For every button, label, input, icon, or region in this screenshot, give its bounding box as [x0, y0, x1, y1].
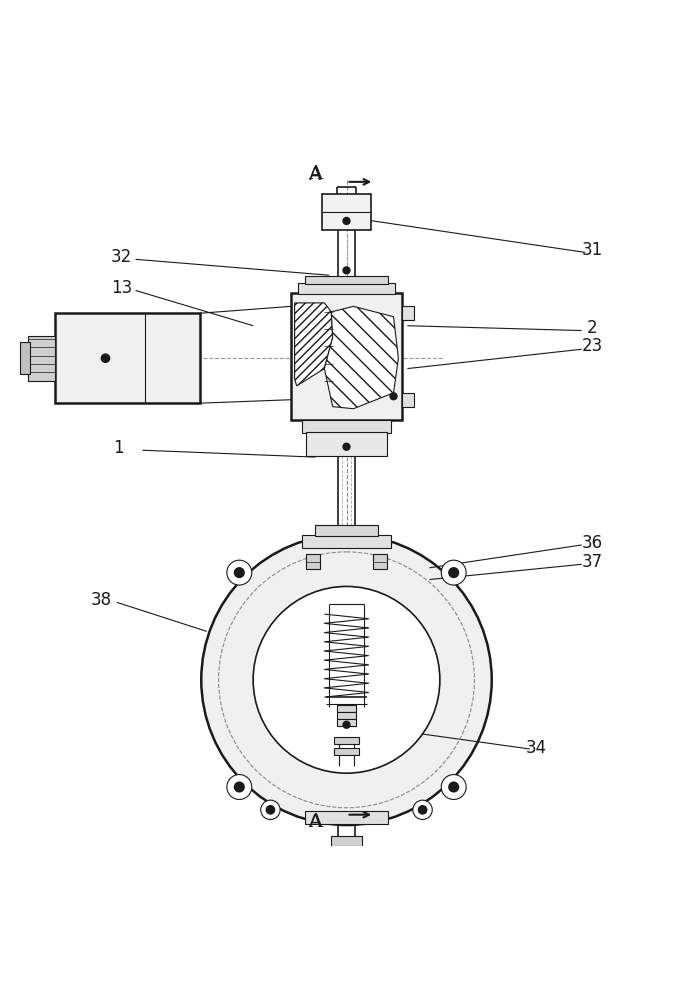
- Circle shape: [413, 800, 432, 820]
- Text: 37: 37: [581, 553, 603, 571]
- Bar: [337, 712, 356, 719]
- Bar: [373, 554, 387, 569]
- Circle shape: [227, 775, 252, 799]
- Circle shape: [343, 721, 350, 728]
- Text: 1: 1: [113, 439, 123, 457]
- Bar: [306, 554, 320, 569]
- Bar: [305, 276, 388, 284]
- Circle shape: [343, 267, 350, 274]
- Bar: [291, 293, 402, 420]
- Bar: [298, 283, 395, 294]
- Text: A: A: [309, 166, 322, 184]
- Text: A: A: [308, 813, 322, 831]
- Bar: [55, 313, 200, 403]
- Text: 36: 36: [581, 534, 603, 552]
- Circle shape: [261, 800, 280, 820]
- Text: A: A: [309, 813, 322, 831]
- Bar: [337, 719, 356, 726]
- Text: 13: 13: [111, 279, 132, 297]
- Circle shape: [449, 782, 459, 792]
- Text: 2: 2: [587, 319, 597, 337]
- Polygon shape: [295, 303, 333, 386]
- Text: A: A: [308, 165, 322, 183]
- Circle shape: [390, 393, 397, 400]
- Circle shape: [234, 568, 244, 577]
- Polygon shape: [324, 306, 398, 409]
- Circle shape: [234, 782, 244, 792]
- Bar: [20, 342, 30, 374]
- Bar: [315, 525, 378, 536]
- Bar: [402, 393, 414, 407]
- Text: 34: 34: [526, 739, 547, 757]
- Bar: [402, 306, 414, 320]
- Circle shape: [266, 806, 274, 814]
- Circle shape: [253, 586, 440, 773]
- Circle shape: [201, 535, 492, 825]
- Bar: [305, 811, 388, 824]
- Bar: [306, 432, 387, 456]
- Bar: [322, 194, 371, 230]
- Text: 32: 32: [111, 248, 132, 266]
- Circle shape: [419, 806, 427, 814]
- Text: 23: 23: [581, 337, 603, 355]
- Circle shape: [441, 560, 466, 585]
- Bar: [334, 748, 359, 755]
- Text: 31: 31: [581, 241, 603, 259]
- Circle shape: [227, 560, 252, 585]
- Bar: [337, 705, 356, 712]
- Text: 38: 38: [90, 591, 112, 609]
- Circle shape: [343, 217, 350, 224]
- Bar: [301, 420, 392, 433]
- Bar: [334, 737, 359, 744]
- Bar: [301, 535, 392, 548]
- Circle shape: [449, 568, 459, 577]
- Circle shape: [343, 443, 350, 450]
- Circle shape: [101, 354, 109, 362]
- Bar: [28, 336, 55, 381]
- Circle shape: [441, 775, 466, 799]
- Bar: [331, 836, 362, 846]
